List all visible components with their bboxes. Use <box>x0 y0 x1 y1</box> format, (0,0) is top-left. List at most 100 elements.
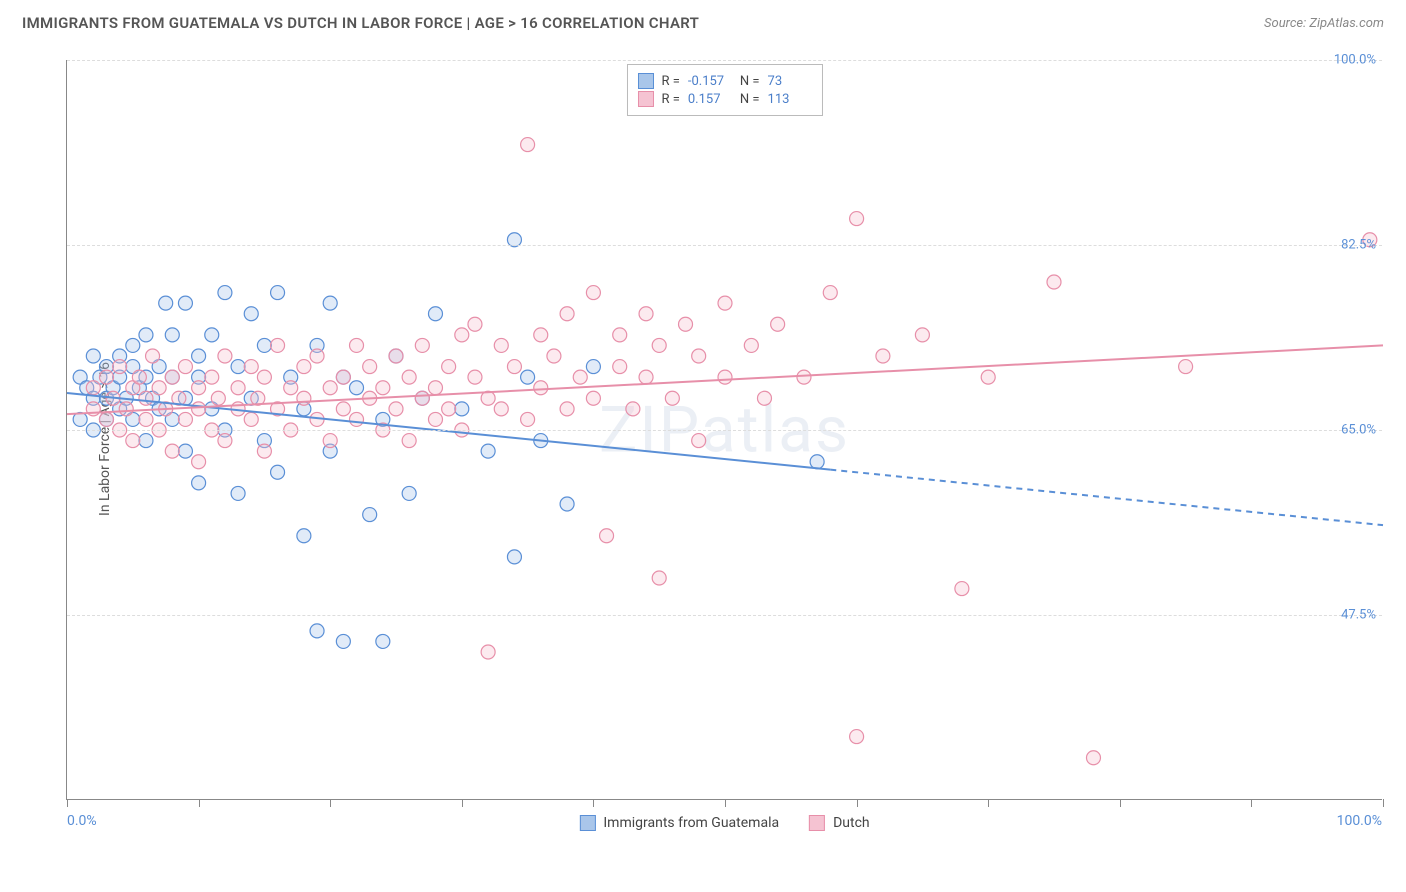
data-point <box>692 349 706 363</box>
data-point <box>336 634 350 648</box>
data-point <box>797 370 811 384</box>
data-point <box>521 412 535 426</box>
data-point <box>336 402 350 416</box>
data-point <box>573 370 587 384</box>
data-point <box>350 381 364 395</box>
n-value: 113 <box>768 92 812 107</box>
gridline <box>67 245 1382 246</box>
data-point <box>389 402 403 416</box>
data-point <box>915 328 929 342</box>
data-point <box>1086 751 1100 765</box>
y-tick-label: 82.5% <box>1341 238 1376 253</box>
gridline <box>67 60 1382 61</box>
data-point <box>363 508 377 522</box>
data-point <box>428 412 442 426</box>
data-point <box>113 360 127 374</box>
data-point <box>192 381 206 395</box>
x-tick <box>67 799 68 807</box>
data-point <box>402 434 416 448</box>
data-point <box>192 349 206 363</box>
data-point <box>771 317 785 331</box>
x-tick <box>330 799 331 807</box>
gridline <box>67 430 1382 431</box>
header: IMMIGRANTS FROM GUATEMALA VS DUTCH IN LA… <box>0 0 1406 42</box>
data-point <box>481 645 495 659</box>
data-point <box>284 381 298 395</box>
data-point <box>428 381 442 395</box>
data-point <box>231 360 245 374</box>
data-point <box>119 402 133 416</box>
data-point <box>389 349 403 363</box>
data-point <box>376 381 390 395</box>
stats-row: R =-0.157N =73 <box>637 73 811 89</box>
data-point <box>981 370 995 384</box>
data-point <box>652 338 666 352</box>
x-tick <box>199 799 200 807</box>
stats-legend-box: R =-0.157N =73R =0.157N =113 <box>626 64 822 116</box>
y-tick-label: 47.5% <box>1341 608 1376 623</box>
data-point <box>639 370 653 384</box>
data-point <box>639 307 653 321</box>
series-swatch <box>809 815 825 831</box>
data-point <box>415 391 429 405</box>
data-point <box>271 465 285 479</box>
data-point <box>336 370 350 384</box>
gridline <box>67 615 1382 616</box>
data-point <box>481 444 495 458</box>
data-point <box>165 328 179 342</box>
data-point <box>297 391 311 405</box>
x-tick <box>725 799 726 807</box>
data-point <box>455 328 469 342</box>
bottom-legend: Immigrants from GuatemalaDutch <box>579 815 869 831</box>
data-point <box>126 434 140 448</box>
data-point <box>402 486 416 500</box>
y-tick-label: 100.0% <box>1334 53 1376 68</box>
data-point <box>271 338 285 352</box>
data-point <box>152 381 166 395</box>
data-point <box>428 307 442 321</box>
data-point <box>402 370 416 384</box>
data-point <box>139 391 153 405</box>
data-point <box>178 360 192 374</box>
data-point <box>652 571 666 585</box>
data-point <box>850 730 864 744</box>
r-label: R = <box>661 74 679 89</box>
data-point <box>99 412 113 426</box>
data-point <box>494 338 508 352</box>
data-point <box>586 286 600 300</box>
correlation-chart: In Labor Force | Age > 16 ZIPatlas R =-0… <box>22 46 1384 832</box>
data-point <box>718 370 732 384</box>
data-point <box>810 455 824 469</box>
data-point <box>350 338 364 352</box>
data-point <box>86 349 100 363</box>
data-point <box>257 370 271 384</box>
data-point <box>665 391 679 405</box>
source-attribution: Source: ZipAtlas.com <box>1264 16 1384 31</box>
series-swatch <box>637 91 653 107</box>
data-point <box>442 402 456 416</box>
data-point <box>534 381 548 395</box>
data-point <box>244 307 258 321</box>
data-point <box>468 317 482 331</box>
data-point <box>178 296 192 310</box>
data-point <box>323 381 337 395</box>
x-axis-min-label: 0.0% <box>67 813 97 829</box>
data-point <box>560 497 574 511</box>
data-point <box>244 360 258 374</box>
legend-label: Immigrants from Guatemala <box>603 815 779 831</box>
data-point <box>613 328 627 342</box>
data-point <box>231 486 245 500</box>
data-point <box>955 582 969 596</box>
data-point <box>310 624 324 638</box>
r-value: 0.157 <box>688 92 732 107</box>
data-point <box>218 286 232 300</box>
data-point <box>876 349 890 363</box>
data-point <box>132 370 146 384</box>
data-point <box>257 444 271 458</box>
data-point <box>744 338 758 352</box>
data-point <box>547 349 561 363</box>
data-point <box>507 360 521 374</box>
data-point <box>692 434 706 448</box>
data-point <box>178 412 192 426</box>
data-point <box>297 360 311 374</box>
